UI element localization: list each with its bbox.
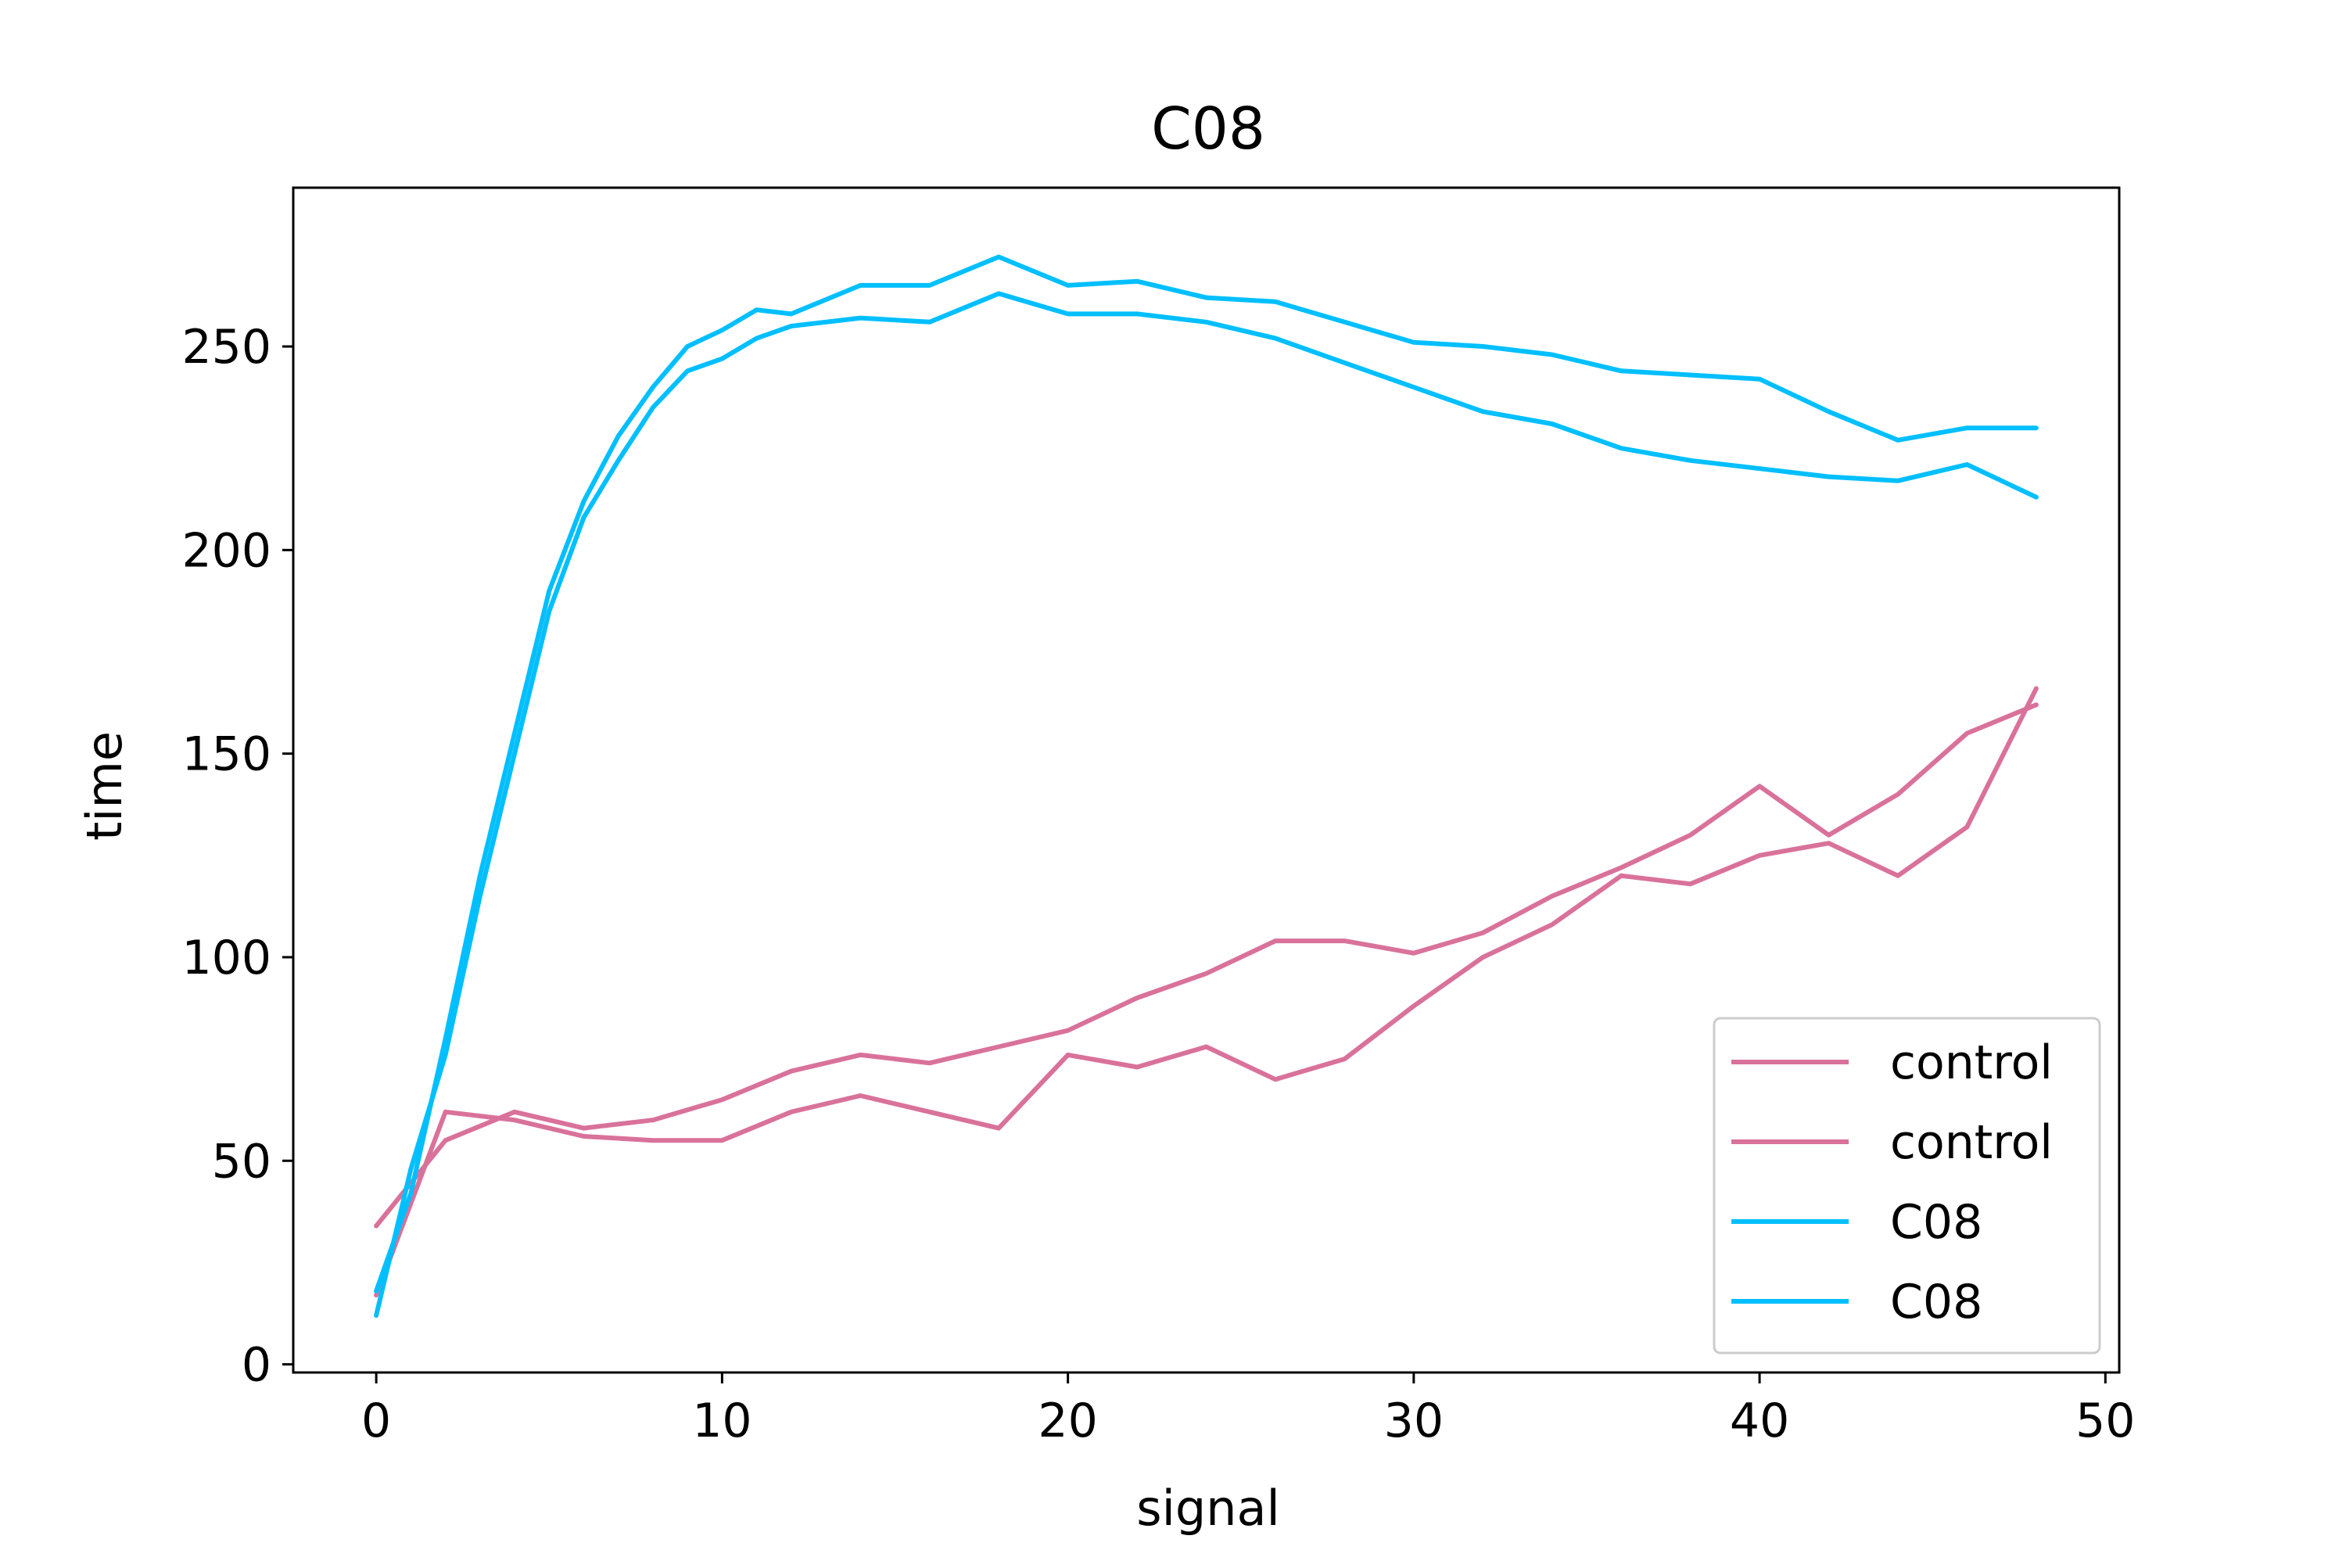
x-tick-label: 0 [361,1394,391,1448]
x-axis-label: signal [1136,1480,1279,1537]
y-tick-label: 50 [212,1134,271,1189]
x-tick-label: 30 [1384,1394,1444,1448]
series-line-2 [374,686,2039,1298]
x-axis: 0 10 20 30 40 50 [361,1372,2135,1448]
x-tick-label: 20 [1038,1394,1097,1448]
y-tick-label: 250 [181,320,271,375]
legend: control control C08 C08 [1713,1017,2101,1355]
legend-label: control [1890,1035,2053,1090]
series-line-3 [374,254,2039,1294]
x-tick-label: 50 [2075,1394,2135,1448]
y-tick-label: 150 [181,727,271,782]
y-axis: 0 50 100 150 200 250 [181,320,293,1393]
series-line-1 [374,702,2039,1229]
legend-label: C08 [1890,1275,1982,1329]
x-tick-label: 40 [1730,1394,1789,1448]
x-tick-label: 10 [692,1394,752,1448]
legend-box [1713,1017,2101,1355]
y-tick-label: 100 [181,931,271,985]
plot-frame [292,186,2121,1374]
legend-label: control [1890,1115,2053,1170]
legend-label: C08 [1890,1195,1982,1250]
y-tick-label: 200 [181,523,271,578]
chart-title: C08 [1151,95,1265,163]
series-line-4 [374,291,2039,1319]
y-tick-label: 0 [242,1338,271,1393]
y-axis-label: time [76,731,133,841]
plot-area [292,186,2121,1374]
